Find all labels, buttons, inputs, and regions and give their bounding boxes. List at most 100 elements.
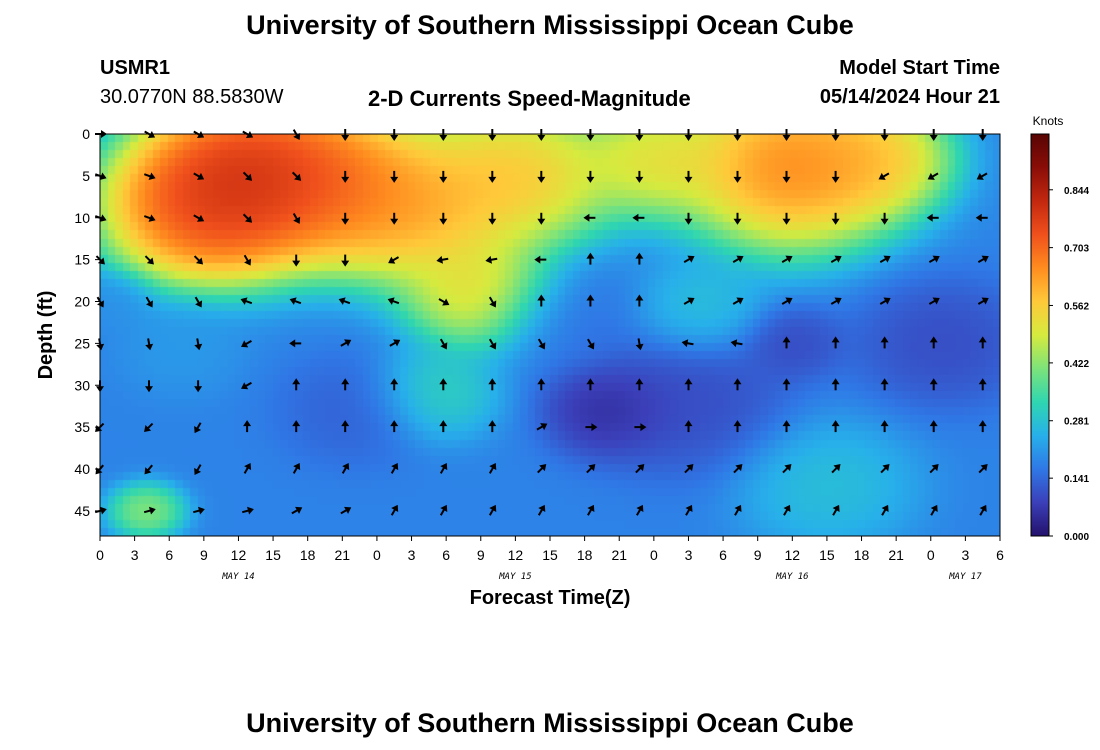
current-vector [929,336,938,349]
current-vector [537,464,547,474]
colorbar-tick-label: 0.141 [1064,474,1089,485]
current-vector [143,506,156,515]
current-vector [341,420,350,433]
current-vector [684,464,694,474]
current-vector [240,297,253,305]
colorbar-tick-label: 0.281 [1064,417,1089,428]
current-vector [783,504,791,516]
current-vector [439,338,448,350]
current-vector [289,339,302,348]
current-vector [341,254,350,267]
station-id: USMR1 [100,57,171,79]
current-vector [439,212,448,225]
y-tick-label: 15 [74,252,90,268]
date-label: MAY 16 [775,572,809,582]
current-vector [292,462,301,474]
current-vector [241,381,252,390]
current-vector [537,338,546,350]
x-tick-label: 0 [927,547,935,563]
current-vector [537,170,546,183]
current-vector [781,297,793,305]
current-vector [684,170,693,183]
current-vector [685,504,693,516]
current-vector [586,294,595,307]
current-vector [537,378,546,391]
x-tick-label: 21 [888,547,904,563]
current-vector [927,172,939,180]
x-tick-label: 3 [408,547,416,563]
current-vector [586,464,596,474]
current-vector [880,212,889,225]
current-vector [684,378,693,391]
current-vector [880,336,889,349]
current-vector [438,298,450,306]
x-tick-label: 15 [265,547,281,563]
current-vector [929,378,938,391]
current-vector [734,504,742,516]
y-axis-title: Depth (ft) [35,291,57,380]
current-vector [194,338,203,351]
current-vector [341,462,350,474]
y-tick-label: 20 [74,294,90,310]
x-tick-label: 18 [577,547,593,563]
current-vector [390,378,399,391]
current-vector [926,213,939,222]
x-axis: 0 3 6 9 12 15 18 21 0 3 6 9 12 15 18 21 0 3 6 9 12 15 18 21 0 3 6 M… [96,536,1004,582]
x-tick-label: 21 [611,547,627,563]
x-tick-label: 3 [131,547,139,563]
current-vector [292,212,301,224]
current-vector [534,255,547,264]
x-tick-label: 18 [300,547,316,563]
current-vector [488,378,497,391]
colorbar-tick-label: 0.422 [1064,359,1089,370]
current-vector [928,297,940,305]
x-tick-label: 12 [785,547,801,563]
model-start-value: 05/14/2024 Hour 21 [819,86,1000,108]
current-vector [881,504,889,516]
y-axis: 0 5 10 15 20 25 30 35 40 45 [74,126,100,519]
y-tick-label: 0 [82,126,90,142]
current-vector [243,420,252,433]
current-vector [439,462,448,474]
current-vector [340,506,352,515]
current-vector [193,255,204,265]
current-vector [292,254,301,267]
current-vector [143,172,156,181]
current-vector [537,294,546,307]
current-vector [439,378,448,391]
x-tick-label: 6 [996,547,1004,563]
current-vector [194,464,202,476]
station-coordinates: 30.0770N 88.5830W [100,86,284,108]
current-vector [488,462,497,474]
current-vector [439,504,448,516]
current-vector [733,420,742,433]
x-tick-label: 3 [685,547,693,563]
colorbar-units: Knots [1033,114,1064,128]
y-tick-label: 10 [74,210,90,226]
current-vector [635,294,644,307]
current-vector [879,297,891,305]
current-vector [536,423,548,431]
colorbar-strip [1030,133,1050,537]
y-tick-label: 40 [74,461,90,477]
current-vector [684,420,693,433]
current-vector [586,378,595,391]
colorbar: Knots 0.000 0.141 0.281 0.422 0.562 0.703 0.84… [1030,114,1089,543]
current-vector [684,212,693,225]
current-vector [831,170,840,183]
current-vector [193,172,205,180]
colorbar-tick-label: 0.844 [1064,186,1089,197]
current-vector [241,340,252,348]
current-vector [537,212,546,225]
current-vector [976,172,988,180]
current-vector [587,338,595,350]
colorbar-tick-label: 0.562 [1064,301,1089,312]
current-vector [289,297,302,305]
current-vector [830,255,842,263]
current-vector [439,420,448,433]
x-tick-label: 0 [96,547,104,563]
current-vector [880,420,889,433]
x-tick-label: 18 [854,547,870,563]
current-vector [488,338,497,350]
